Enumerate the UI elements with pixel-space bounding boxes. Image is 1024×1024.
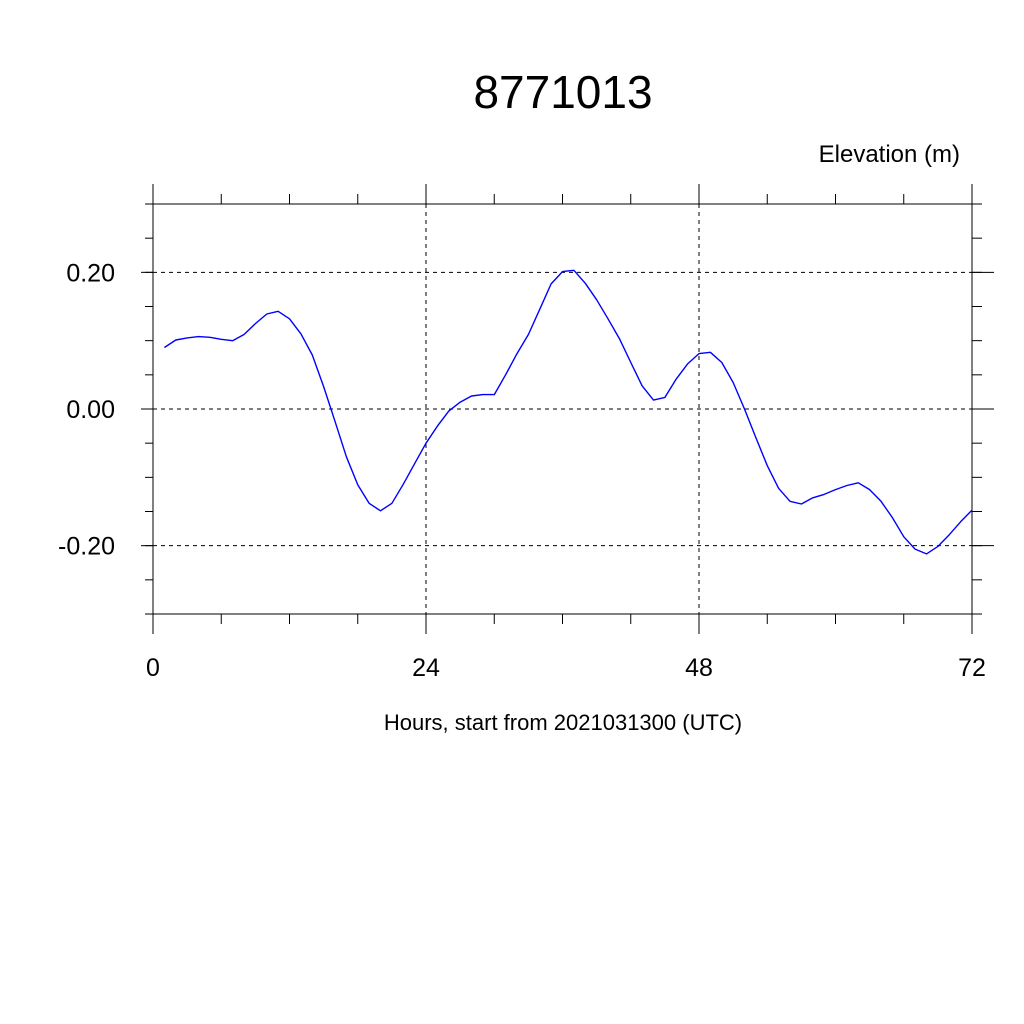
y-tick-label: 0.00 — [66, 396, 115, 424]
x-tick-label: 72 — [958, 654, 986, 682]
y-tick-label: -0.20 — [58, 533, 115, 561]
chart-title: 8771013 — [473, 66, 652, 118]
x-axis-label: Hours, start from 2021031300 (UTC) — [384, 710, 742, 735]
tick-labels: 0.20 0.00 -0.20 0 24 48 72 — [58, 259, 986, 682]
x-tick-label: 48 — [685, 654, 713, 682]
x-tick-label: 0 — [146, 654, 160, 682]
elevation-series-line — [164, 269, 973, 555]
unit-label: Elevation (m) — [819, 141, 960, 168]
plot-frame — [152, 203, 973, 615]
tick-marks — [141, 184, 994, 634]
x-tick-label: 24 — [412, 654, 440, 682]
y-tick-label: 0.20 — [66, 259, 115, 287]
grid-lines — [152, 204, 973, 614]
